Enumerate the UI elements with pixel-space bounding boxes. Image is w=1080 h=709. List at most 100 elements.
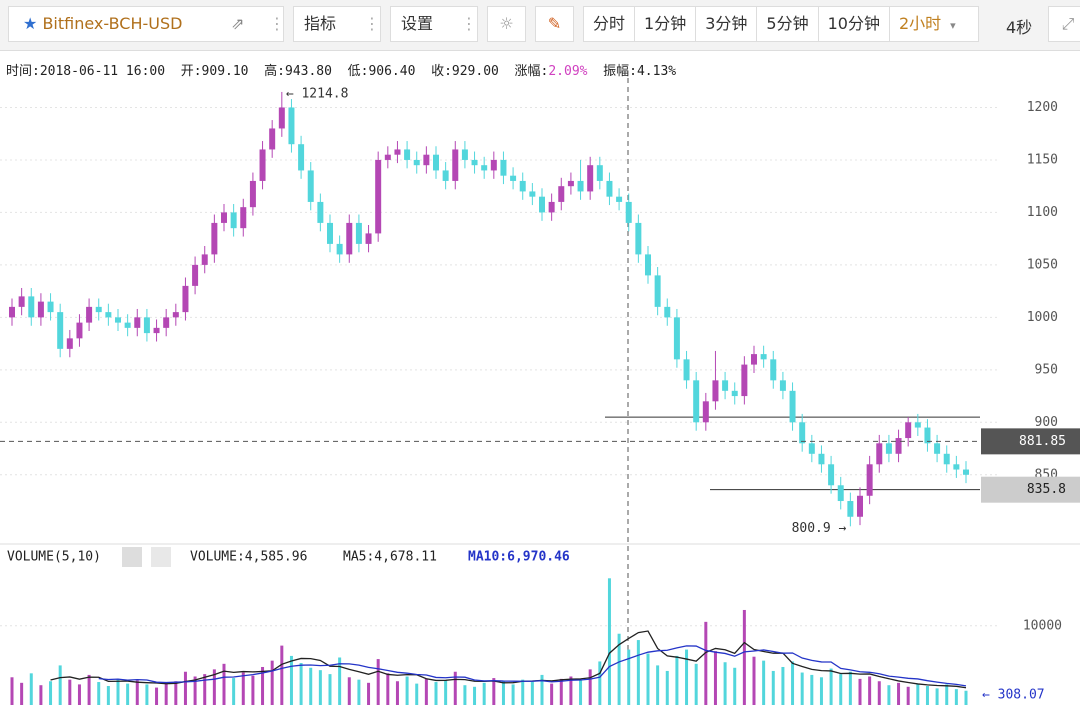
volume-bar — [492, 678, 496, 705]
volume-bar — [299, 663, 303, 705]
volume-bar — [685, 649, 689, 705]
volume-bar — [193, 676, 197, 705]
info-item: 振幅:4.13% — [603, 64, 677, 79]
candle-body — [683, 359, 690, 381]
volume-bar — [270, 660, 274, 705]
volume-bar — [636, 640, 640, 705]
volume-bar — [752, 656, 756, 705]
candle-body — [654, 275, 661, 307]
info-line: 时间:2018-06-11 16:00 开:909.10 高:943.80 低:… — [6, 60, 692, 79]
candle-body — [37, 301, 44, 318]
legend-ma5: MA5:4,678.11 — [343, 550, 437, 565]
theme-button[interactable]: ☼ — [487, 6, 526, 42]
volume-bar — [704, 621, 708, 705]
volume-bar — [126, 683, 130, 705]
volume-bar — [954, 689, 958, 705]
fullscreen-button[interactable]: ⤢ — [1048, 6, 1080, 42]
y-tick-label: 1100 — [1027, 205, 1058, 220]
volume-bar — [328, 674, 332, 705]
volume-bar — [386, 673, 390, 705]
candle-body — [375, 159, 382, 234]
candle-body — [876, 443, 883, 465]
volume-bar — [771, 670, 775, 705]
volume-bar — [318, 670, 322, 705]
candle-body — [934, 443, 941, 454]
volume-bar — [473, 686, 477, 705]
candle-body — [288, 107, 295, 145]
volume-title: VOLUME(5,10) — [7, 550, 101, 565]
period-button[interactable]: 3分钟 — [696, 7, 758, 41]
candle-body — [664, 306, 671, 318]
candle-body — [327, 222, 333, 244]
volume-bar — [501, 681, 505, 705]
candle-body — [307, 170, 314, 202]
volume-bar — [97, 682, 101, 705]
volume-bar — [77, 684, 81, 705]
candle-body — [317, 201, 324, 223]
draw-button[interactable]: ✎ — [535, 6, 574, 42]
candle-body — [741, 364, 748, 397]
candle-body — [914, 422, 921, 428]
volume-bar — [819, 677, 823, 705]
volume-bar — [916, 683, 920, 705]
candle-body — [346, 222, 353, 255]
volume-bar — [810, 674, 814, 705]
volume-bar — [617, 633, 621, 705]
candle-body — [577, 180, 584, 192]
settings-button[interactable]: 设置 ⋮ — [390, 6, 478, 42]
volume-bar — [550, 683, 554, 705]
candle-body — [963, 469, 969, 475]
volume-bar — [607, 578, 611, 705]
volume-bar — [588, 669, 592, 705]
candle-body — [808, 443, 815, 454]
period-button[interactable]: 10分钟 — [819, 7, 890, 41]
volume-bar — [367, 682, 371, 705]
candle-body — [596, 165, 603, 181]
volume-bar — [877, 681, 881, 705]
volume-bar — [155, 687, 159, 705]
period-button[interactable]: 分时 — [584, 7, 636, 41]
candle-body — [606, 180, 613, 197]
volume-bar — [579, 680, 583, 705]
volume-bar — [39, 685, 43, 705]
volume-bar — [868, 676, 872, 705]
period-button[interactable]: 5分钟 — [757, 7, 819, 41]
volume-bar — [791, 661, 795, 705]
candle-body — [789, 390, 796, 423]
indicator-button[interactable]: 指标 ⋮ — [293, 6, 381, 42]
candle-body — [66, 338, 73, 349]
volume-bar — [251, 675, 255, 705]
low-annotation: 800.9 → — [792, 521, 847, 536]
candle-body — [9, 306, 15, 318]
candle-body — [153, 327, 160, 334]
candle-body — [163, 317, 170, 328]
volume-bar — [598, 661, 602, 705]
period-button[interactable]: 1分钟 — [635, 7, 697, 41]
volume-bar — [463, 685, 467, 705]
candle-body — [298, 144, 305, 171]
volume-bar — [49, 681, 53, 705]
volume-bar — [733, 667, 737, 705]
candle-body — [471, 159, 478, 166]
volume-bar — [781, 666, 785, 705]
period-button[interactable]: 2小时 — [898, 14, 942, 33]
volume-bar — [10, 677, 14, 705]
candle-body — [355, 222, 362, 244]
volume-bar — [29, 673, 33, 705]
volume-bar — [116, 678, 120, 705]
volume-bar — [357, 679, 361, 705]
ma-line — [50, 630, 967, 689]
candle-body — [943, 453, 950, 465]
candle-body — [105, 312, 112, 318]
volume-bar — [203, 674, 207, 705]
candle-body — [278, 107, 285, 129]
candle-body — [500, 159, 507, 176]
last-price-label: 835.8 — [1027, 482, 1066, 497]
candle-body — [645, 254, 651, 276]
y-tick-label: 1200 — [1027, 100, 1058, 115]
symbol-box[interactable]: ★ Bitfinex-BCH-USD ⇗ ⋮ — [8, 6, 285, 42]
candle-body — [394, 149, 401, 155]
candle-body — [490, 159, 497, 171]
